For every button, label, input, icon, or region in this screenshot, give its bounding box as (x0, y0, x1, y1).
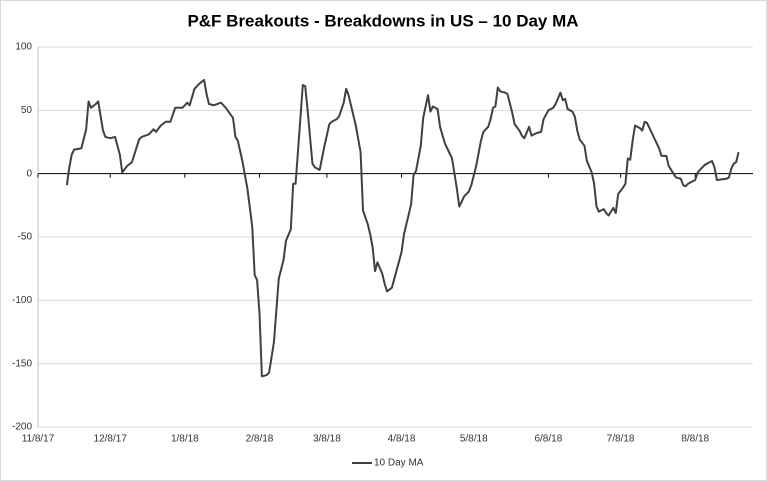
y-tick-label: -200 (12, 422, 32, 433)
y-tick-label: -50 (18, 232, 33, 243)
y-tick-label: -100 (12, 295, 32, 306)
x-tick-label: 3/8/18 (313, 434, 341, 445)
x-tick-label: 2/8/18 (246, 434, 274, 445)
y-tick-label: 0 (26, 168, 32, 179)
y-tick-label: 50 (21, 105, 33, 116)
x-tick-label: 8/8/18 (681, 434, 709, 445)
x-tick-label: 12/8/17 (94, 434, 128, 445)
y-tick-label: -150 (12, 358, 32, 369)
data-line (65, 78, 740, 378)
chart-title: P&F Breakouts - Breakdowns in US – 10 Da… (187, 11, 578, 30)
x-tick-label: 5/8/18 (460, 434, 488, 445)
y-tick-label: 100 (15, 42, 32, 53)
legend-label: 10 Day MA (374, 458, 424, 469)
x-tick-label: 1/8/18 (171, 434, 199, 445)
x-tick-label: 4/8/18 (388, 434, 416, 445)
x-tick-label: 6/8/18 (534, 434, 562, 445)
x-tick-label: 7/8/18 (607, 434, 635, 445)
x-tick-label: 11/8/17 (22, 434, 55, 445)
